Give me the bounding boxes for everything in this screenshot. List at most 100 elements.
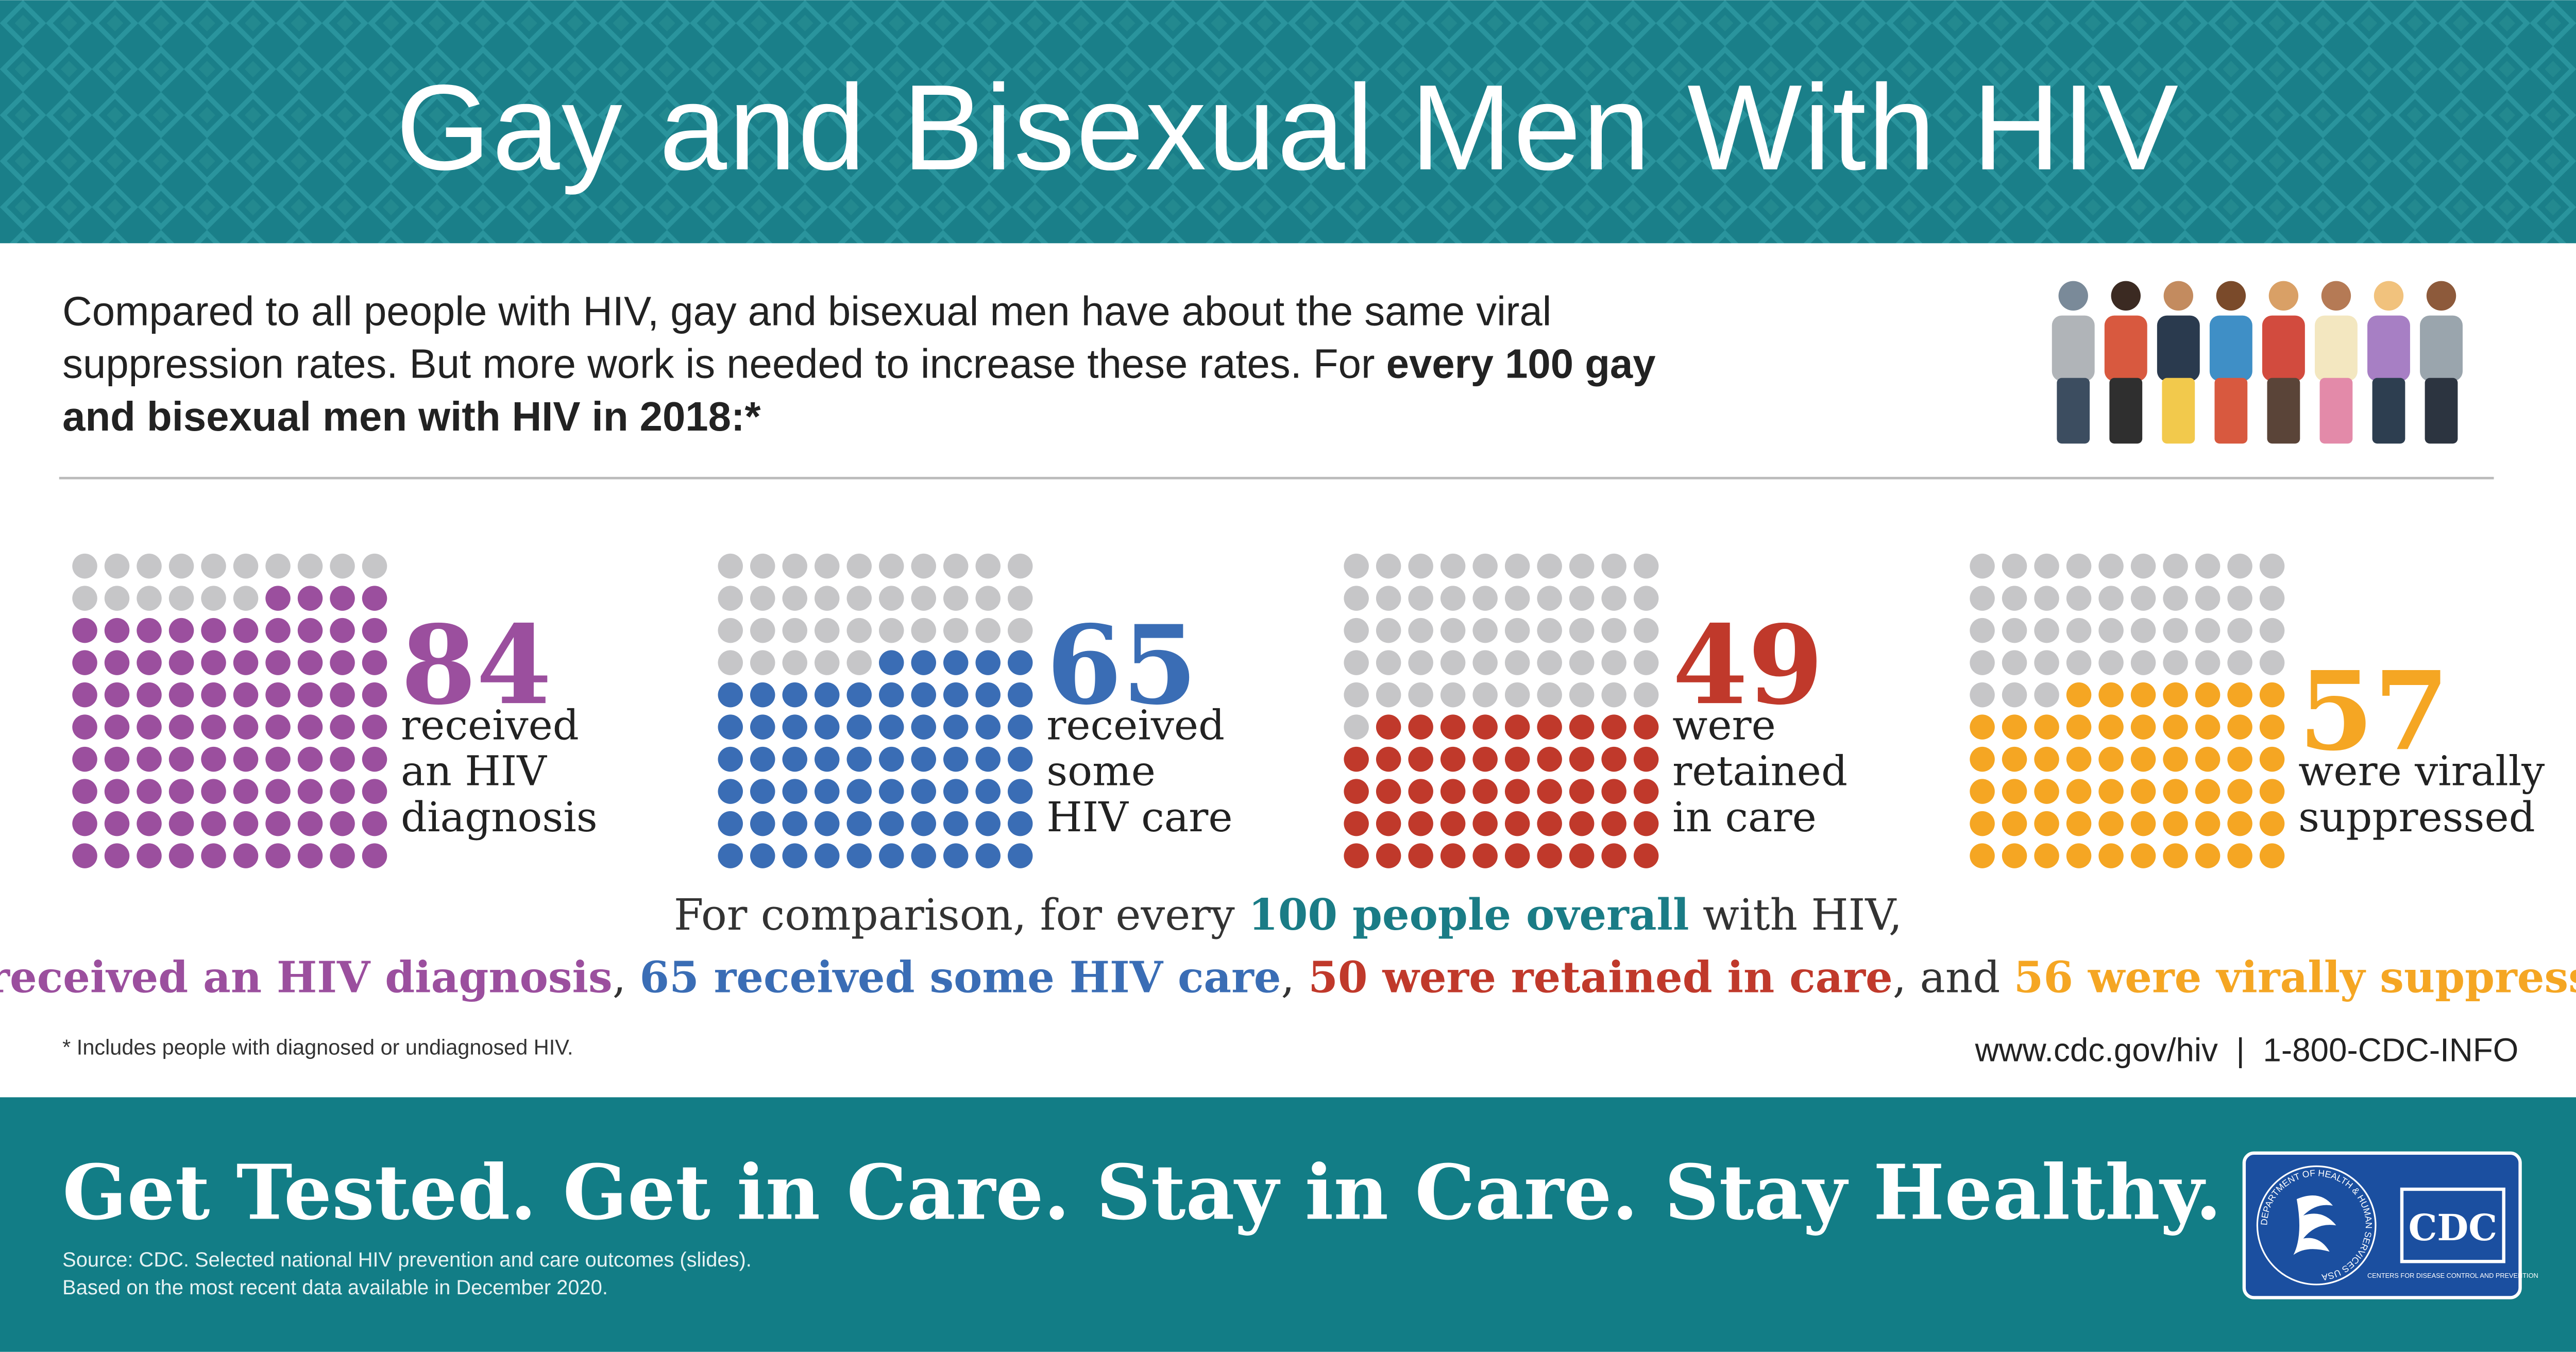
dot-filled [2227,714,2252,740]
dot-empty [2034,586,2059,611]
dot-filled [2098,779,2124,804]
dot-filled [362,779,387,804]
dot-empty [846,586,872,611]
dot-filled [168,682,194,708]
dot-filled [168,618,194,643]
person-body [2367,315,2410,382]
dot-empty [2227,553,2252,579]
dot-empty [1007,618,1033,643]
dot-empty [2066,553,2092,579]
dot-empty [1472,618,1498,643]
dot-filled [1970,714,1995,740]
dot-empty [1440,650,1466,675]
dot-empty [1504,586,1530,611]
dot-filled [2130,746,2156,772]
person-legs [2057,378,2090,444]
dot-filled [104,618,130,643]
dot-filled [975,650,1001,675]
contact: www.cdc.gov/hiv | 1-800-CDC-INFO [1975,1031,2519,1068]
intro-line: suppression rates. But more work is need… [62,341,1655,387]
dot-filled [297,618,323,643]
dot-empty [1633,618,1659,643]
dot-filled [1376,714,1401,740]
person-head [2374,281,2404,311]
dot-filled [330,779,355,804]
person-body [2157,315,2200,382]
dot-filled [104,746,130,772]
stat-number: 65 [1046,601,1197,729]
dot-filled [265,650,291,675]
dot-filled [814,843,840,868]
tagline: Get Tested. Get in Care. Stay in Care. S… [62,1148,2222,1237]
dot-filled [1601,746,1626,772]
comparison-segment: 86 received an HIV diagnosis [0,952,613,1002]
stat-label: some [1046,747,1156,795]
dot-filled [168,746,194,772]
dot-empty [168,586,194,611]
dot-empty [975,553,1001,579]
person-body [2052,315,2095,382]
dot-filled [718,811,743,836]
dot-filled [2002,811,2027,836]
dot-empty [2227,586,2252,611]
dot-empty [1376,682,1401,708]
dot-empty [137,586,162,611]
dot-filled [2002,714,2027,740]
dot-filled [1472,746,1498,772]
dot-empty [233,553,259,579]
dot-empty [878,586,904,611]
dot-filled [137,811,162,836]
dot-filled [1344,779,1369,804]
dot-filled [330,586,355,611]
intro-text: Compared to all people with HIV, gay and… [62,288,1551,334]
dot-filled [201,618,226,643]
dot-filled [2130,682,2156,708]
dot-filled [750,843,775,868]
dot-filled [265,843,291,868]
dot-filled [2034,811,2059,836]
dot-empty [1569,618,1595,643]
intro-line: Compared to all people with HIV, gay and… [62,288,1551,334]
dot-filled [2034,779,2059,804]
dot-empty [782,553,807,579]
dot-filled [1007,682,1033,708]
dot-empty [2130,650,2156,675]
dot-filled [2259,682,2285,708]
dot-filled [297,682,323,708]
dot-filled [297,843,323,868]
dot-empty [2098,586,2124,611]
dot-filled [2130,843,2156,868]
dot-filled [1504,779,1530,804]
dot-empty [1408,553,1433,579]
dot-filled [718,714,743,740]
dot-filled [330,714,355,740]
stat-label: suppressed [2298,793,2535,841]
dot-filled [911,746,936,772]
dot-filled [168,650,194,675]
dot-filled [168,811,194,836]
dot-empty [1472,682,1498,708]
dot-filled [878,811,904,836]
dot-empty [975,586,1001,611]
dot-empty [1504,553,1530,579]
dot-filled [137,779,162,804]
person-head [2321,281,2351,311]
hhs-seal [2256,1165,2377,1286]
dot-empty [1408,650,1433,675]
dot-filled [330,811,355,836]
dot-filled [750,682,775,708]
dot-empty [1007,553,1033,579]
dot-empty [201,553,226,579]
dot-filled [878,843,904,868]
dot-empty [2002,618,2027,643]
dot-empty [2098,618,2124,643]
dot-empty [168,553,194,579]
dot-empty [814,618,840,643]
dot-empty [718,650,743,675]
dot-empty [2066,586,2092,611]
person-head [2426,281,2456,311]
dot-filled [846,843,872,868]
comparison-segment: 50 were retained in care [1308,952,1893,1002]
